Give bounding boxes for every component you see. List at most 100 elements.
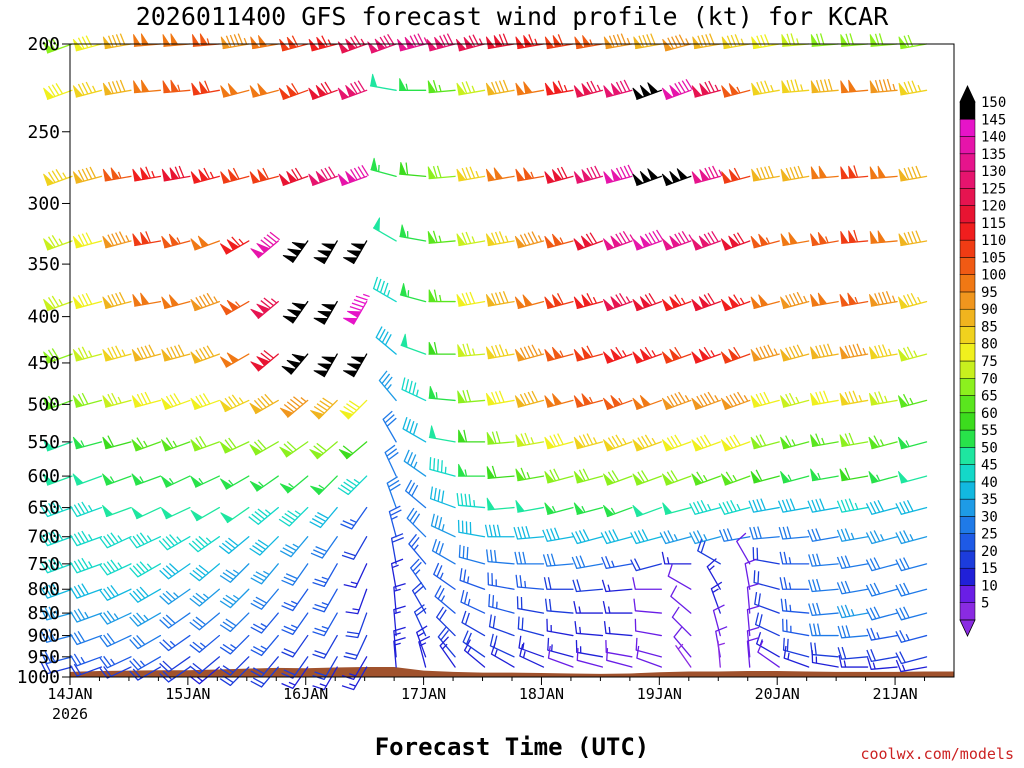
wind-barb — [573, 502, 604, 515]
barb-feather — [237, 33, 244, 46]
barb-feather — [826, 343, 833, 356]
wind-barb — [661, 230, 694, 251]
barb-feather — [549, 435, 557, 447]
colorbar-swatch — [959, 239, 976, 258]
barb-feather — [586, 433, 594, 445]
barb-feather — [899, 502, 906, 514]
barb-feather — [314, 578, 327, 584]
barb-shaft — [76, 656, 103, 667]
series-950hpa — [40, 625, 928, 680]
source-credit[interactable]: coolwx.com/models — [860, 745, 1014, 763]
barb-feather — [492, 524, 497, 537]
barb-feather — [865, 559, 873, 571]
y-tick-label: 250 — [27, 122, 60, 143]
wind-barb — [514, 390, 545, 408]
barb-shaft — [257, 506, 279, 525]
barb-flag — [728, 348, 740, 361]
barb-feather — [136, 588, 146, 599]
barb-feather — [378, 370, 388, 381]
barb-feather — [206, 292, 215, 305]
wind-barb — [691, 391, 721, 410]
wind-barb — [576, 648, 604, 668]
barb-flag — [573, 395, 585, 408]
barb-flag — [102, 168, 113, 182]
barb-feather — [81, 36, 89, 48]
barb-flag — [676, 168, 688, 181]
barb-shaft — [198, 563, 220, 582]
barb-feather — [40, 505, 49, 517]
barb-feather — [222, 597, 234, 606]
barb-flag — [647, 82, 659, 95]
wind-barb — [840, 165, 869, 180]
barb-shaft — [900, 563, 928, 572]
wind-barb — [249, 167, 279, 184]
barb-feather — [107, 295, 115, 307]
barb-feather — [659, 532, 667, 544]
barb-half-feather — [439, 294, 442, 302]
barb-feather — [885, 291, 892, 303]
barb-feather — [520, 467, 527, 480]
barb-feather — [40, 631, 48, 643]
wind-barb — [337, 475, 368, 496]
barb-flag — [720, 397, 733, 410]
wind-barb — [279, 536, 309, 558]
barb-feather — [260, 395, 271, 406]
barb-shaft — [606, 536, 633, 545]
barb-flag — [840, 80, 849, 94]
barb-feather — [812, 623, 817, 636]
barb-flag — [810, 434, 820, 447]
barb-shaft — [137, 656, 162, 671]
barb-shaft — [900, 656, 928, 665]
series-700hpa — [40, 505, 928, 560]
barb-feather — [118, 231, 126, 243]
barb-feather — [642, 34, 649, 47]
barb-flag — [877, 230, 887, 243]
barb-flag — [662, 38, 673, 52]
barb-flag — [728, 296, 740, 309]
barb-feather — [103, 588, 112, 599]
barb-feather — [139, 586, 149, 597]
colorbar-label: 60 — [981, 406, 998, 422]
barb-shaft — [546, 536, 574, 542]
wind-barb — [72, 81, 103, 98]
barb-flag — [110, 167, 121, 180]
barb-shaft — [46, 588, 73, 599]
barb-feather — [40, 652, 48, 664]
barb-feather — [461, 232, 468, 245]
barb-feather — [195, 616, 206, 626]
barb-feather — [439, 636, 450, 647]
barb-feather — [136, 437, 144, 449]
barb-feather — [99, 613, 108, 625]
barb-shaft — [460, 601, 486, 614]
wind-barb — [807, 528, 839, 542]
barb-feather — [250, 649, 262, 657]
barb-feather — [874, 391, 880, 404]
barb-flag — [370, 157, 378, 172]
wind-barb — [190, 475, 220, 488]
barb-feather — [671, 36, 678, 48]
wind-barb — [220, 167, 250, 184]
barb-flag — [758, 294, 769, 307]
barb-feather — [785, 393, 792, 406]
barb-feather — [436, 606, 444, 618]
barb-half-feather — [872, 662, 876, 670]
barb-flag — [610, 348, 622, 361]
colorbar-label: 145 — [981, 112, 1006, 128]
barb-flag — [43, 473, 55, 486]
barb-feather — [73, 653, 82, 665]
barb-feather — [158, 540, 168, 551]
barb-feather — [736, 532, 747, 542]
barb-feather — [637, 530, 645, 542]
wind-barb — [102, 33, 132, 50]
barb-flag — [523, 167, 533, 180]
wind-barb — [574, 621, 604, 637]
barb-half-feather — [232, 594, 240, 600]
wind-barb — [836, 498, 869, 513]
barb-half-feather — [238, 397, 244, 404]
barb-shaft — [197, 536, 220, 553]
barb-feather — [730, 499, 737, 512]
barb-half-feather — [386, 290, 391, 297]
barb-shaft — [76, 588, 103, 599]
barb-feather — [192, 595, 203, 604]
wind-barb — [340, 506, 368, 530]
